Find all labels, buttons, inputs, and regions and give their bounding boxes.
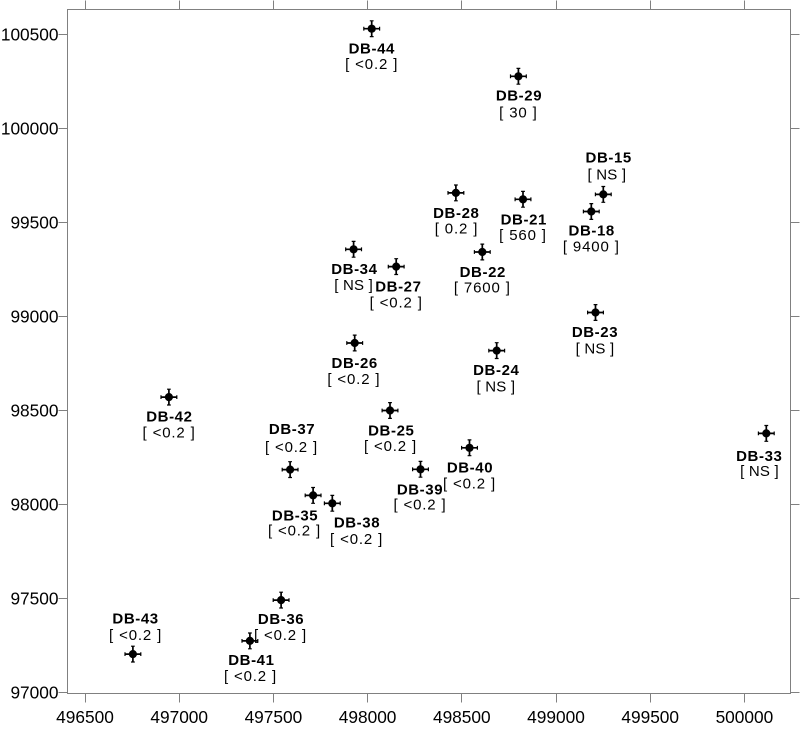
svg-text:[ NS ]: [ NS ]: [576, 341, 615, 358]
svg-text:[ <0.2 ]: [ <0.2 ]: [143, 424, 196, 441]
svg-text:DB-24: DB-24: [473, 362, 519, 379]
svg-text:497500: 497500: [245, 707, 303, 727]
svg-text:DB-33: DB-33: [736, 448, 782, 465]
svg-text:98000: 98000: [10, 494, 58, 514]
svg-text:[ <0.2 ]: [ <0.2 ]: [330, 531, 383, 548]
svg-text:DB-36: DB-36: [258, 611, 304, 628]
svg-text:DB-26: DB-26: [332, 355, 378, 372]
svg-text:[ 30 ]: [ 30 ]: [499, 104, 537, 121]
svg-text:DB-23: DB-23: [572, 324, 618, 341]
svg-text:[ NS ]: [ NS ]: [740, 463, 779, 480]
svg-text:498000: 498000: [339, 707, 397, 727]
svg-text:DB-43: DB-43: [112, 611, 158, 628]
svg-text:[ <0.2 ]: [ <0.2 ]: [364, 438, 417, 455]
svg-text:[ <0.2 ]: [ <0.2 ]: [370, 295, 423, 312]
svg-text:[ 560 ]: [ 560 ]: [499, 227, 547, 244]
svg-text:DB-37: DB-37: [269, 421, 315, 438]
svg-text:[ <0.2 ]: [ <0.2 ]: [327, 371, 380, 388]
svg-text:499500: 499500: [621, 707, 679, 727]
svg-text:[ <0.2 ]: [ <0.2 ]: [443, 475, 496, 492]
svg-text:497000: 497000: [150, 707, 208, 727]
svg-text:DB-28: DB-28: [433, 205, 479, 222]
svg-text:[ <0.2 ]: [ <0.2 ]: [265, 439, 318, 456]
svg-text:DB-22: DB-22: [460, 264, 506, 281]
svg-text:100500: 100500: [1, 25, 59, 45]
svg-text:DB-40: DB-40: [447, 460, 493, 477]
svg-text:DB-35: DB-35: [272, 507, 318, 524]
svg-text:DB-38: DB-38: [334, 514, 380, 531]
svg-text:DB-18: DB-18: [569, 223, 615, 240]
svg-text:DB-21: DB-21: [501, 211, 547, 228]
svg-text:[ <0.2 ]: [ <0.2 ]: [268, 523, 321, 540]
svg-text:97500: 97500: [10, 588, 58, 608]
svg-text:100000: 100000: [1, 119, 59, 139]
svg-text:DB-39: DB-39: [397, 481, 443, 498]
svg-text:99500: 99500: [10, 213, 58, 233]
svg-text:[ <0.2 ]: [ <0.2 ]: [345, 56, 398, 73]
svg-text:98500: 98500: [10, 401, 58, 421]
svg-text:DB-27: DB-27: [375, 279, 421, 296]
svg-text:DB-41: DB-41: [228, 652, 274, 669]
svg-text:[ NS ]: [ NS ]: [588, 167, 627, 184]
svg-text:DB-34: DB-34: [331, 261, 377, 278]
svg-text:[ 9400 ]: [ 9400 ]: [563, 239, 620, 256]
svg-text:496500: 496500: [56, 707, 114, 727]
svg-text:500000: 500000: [716, 707, 774, 727]
svg-text:99000: 99000: [10, 307, 58, 327]
svg-text:499000: 499000: [527, 707, 585, 727]
svg-text:DB-44: DB-44: [349, 41, 395, 58]
svg-text:[ 7600 ]: [ 7600 ]: [454, 280, 511, 297]
svg-text:[ <0.2 ]: [ <0.2 ]: [393, 497, 446, 514]
svg-text:DB-15: DB-15: [586, 149, 632, 166]
svg-text:DB-25: DB-25: [368, 423, 414, 440]
svg-text:[ NS ]: [ NS ]: [334, 277, 373, 294]
svg-text:[ NS ]: [ NS ]: [477, 378, 516, 395]
svg-text:498500: 498500: [433, 707, 491, 727]
svg-text:[ <0.2 ]: [ <0.2 ]: [254, 627, 307, 644]
svg-text:[ 0.2 ]: [ 0.2 ]: [435, 220, 478, 237]
svg-text:97000: 97000: [10, 682, 58, 702]
svg-text:DB-29: DB-29: [496, 88, 542, 105]
svg-text:DB-42: DB-42: [146, 408, 192, 425]
svg-text:[ <0.2 ]: [ <0.2 ]: [224, 668, 277, 685]
svg-text:[ <0.2 ]: [ <0.2 ]: [109, 627, 162, 644]
